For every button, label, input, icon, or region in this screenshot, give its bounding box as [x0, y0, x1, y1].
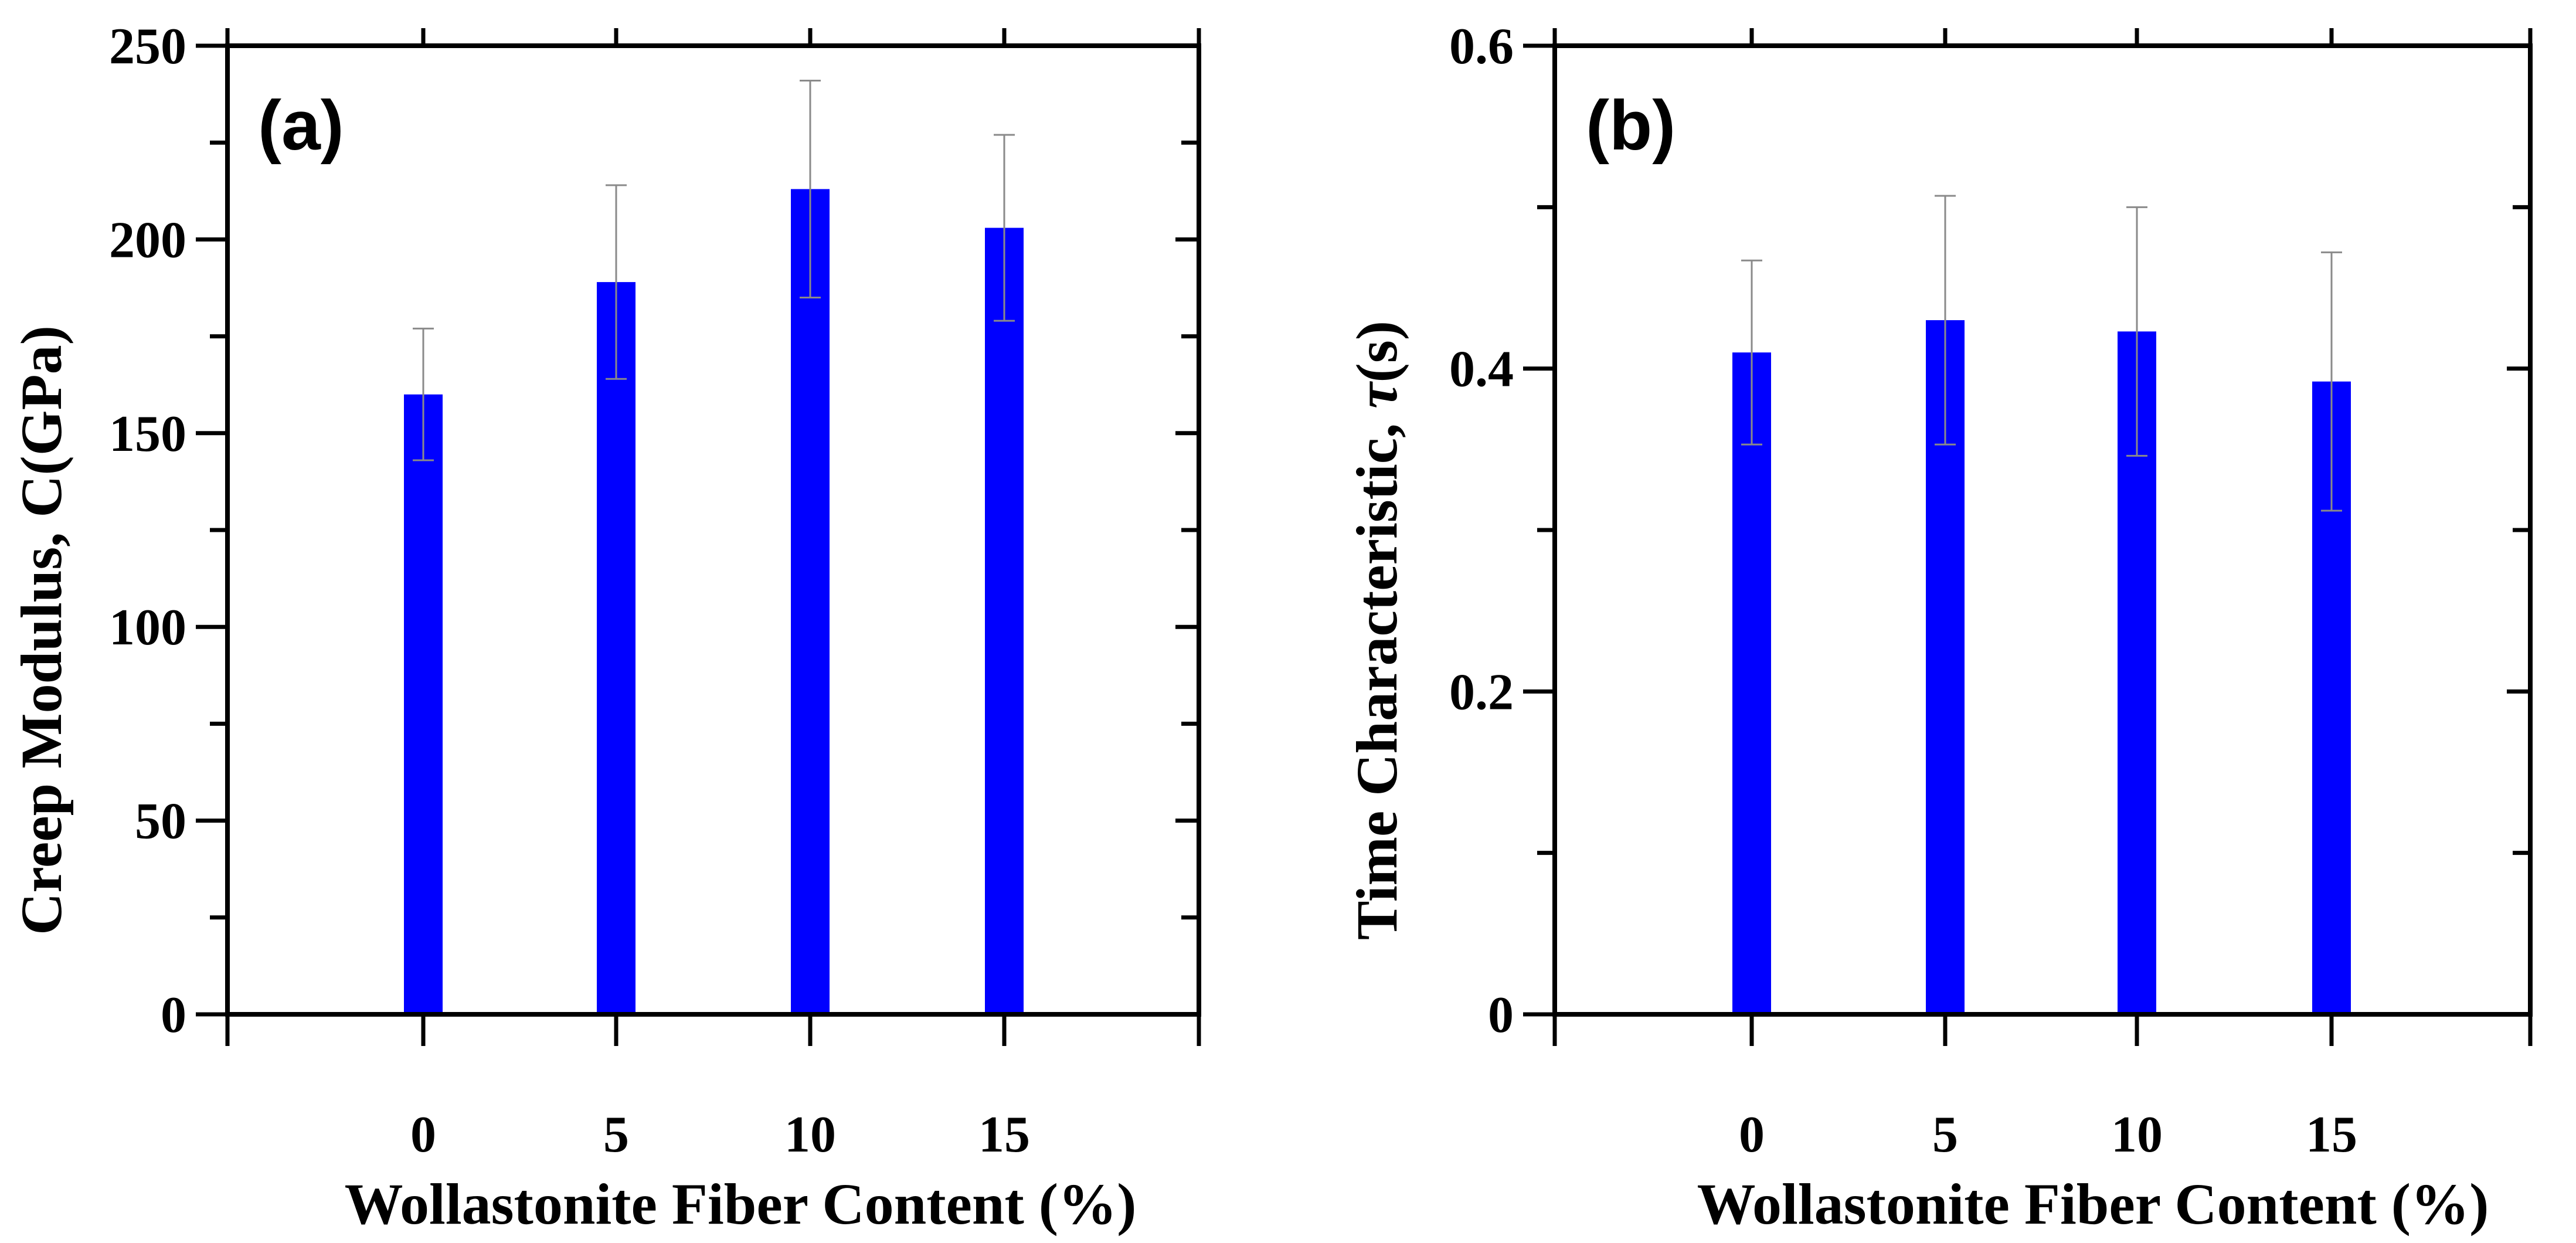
panel-b-y-axis-title: Time Characteristic, τ(s): [1344, 321, 1409, 940]
panel-b-y-tick-label: 0: [1488, 987, 1514, 1044]
panel-b-x-tick-label: 0: [1739, 1106, 1765, 1163]
panel-b-y-axis-title-symbol: τ: [1344, 381, 1409, 409]
panel-a-x-tick-label: 5: [603, 1106, 629, 1163]
panel-b-y-tick-label: 0.2: [1449, 664, 1514, 721]
panel-b-x-tick-label: 5: [1932, 1106, 1958, 1163]
panel-a-x-tick-label: 15: [978, 1106, 1030, 1163]
panel-a-bar-10: [791, 189, 830, 1015]
panel-a-y-axis-title: Creep Modulus, C(GPa): [9, 325, 74, 935]
panel-a-y-tick-label: 50: [135, 793, 186, 850]
panel-b-y-axis-title-text: Time Characteristic,: [1344, 409, 1409, 940]
panel-b-y-tick-label: 0.4: [1449, 341, 1514, 398]
panel-b-y-axis-title-unit: (s): [1344, 321, 1409, 383]
panel-b-bar-0: [1732, 352, 1771, 1015]
panel-b-label: (b): [1586, 86, 1676, 165]
panel-b-marks: 0 0.2 0.4 0.6 0 5 10 15: [1449, 18, 2533, 1163]
panel-b-y-tick-label: 0.6: [1449, 18, 1514, 75]
panel-a-x-axis-title: Wollastonite Fiber Content (%): [345, 1171, 1137, 1237]
panel-a-x-tick-label: 0: [410, 1106, 436, 1163]
panel-a-bar-5: [597, 282, 635, 1014]
panel-a-y-tick-label: 150: [109, 406, 186, 463]
panel-b-time-characteristic-chart: (b) Wollastonite Fiber Content (%) Time …: [1344, 18, 2533, 1237]
panel-a-label: (a): [258, 86, 344, 165]
panel-a-bar-0: [404, 394, 443, 1014]
panel-a-marks: 0 50 100 150 200 250 0 5 10 15: [109, 18, 1201, 1163]
panel-b-x-tick-label: 15: [2306, 1106, 2357, 1163]
panel-a-creep-modulus-chart: (a) Wollastonite Fiber Content (%) Creep…: [9, 18, 1201, 1237]
panel-b-x-axis-title: Wollastonite Fiber Content (%): [1697, 1171, 2489, 1237]
panel-a-y-tick-label: 250: [109, 18, 186, 75]
panel-a-y-tick-label: 200: [109, 212, 186, 269]
panel-b-x-tick-label: 10: [2111, 1106, 2163, 1163]
panel-a-bar-15: [985, 227, 1024, 1015]
panel-a-y-tick-label: 0: [161, 987, 186, 1044]
panel-a-y-tick-label: 100: [109, 599, 186, 656]
panel-a-x-tick-label: 10: [784, 1106, 836, 1163]
